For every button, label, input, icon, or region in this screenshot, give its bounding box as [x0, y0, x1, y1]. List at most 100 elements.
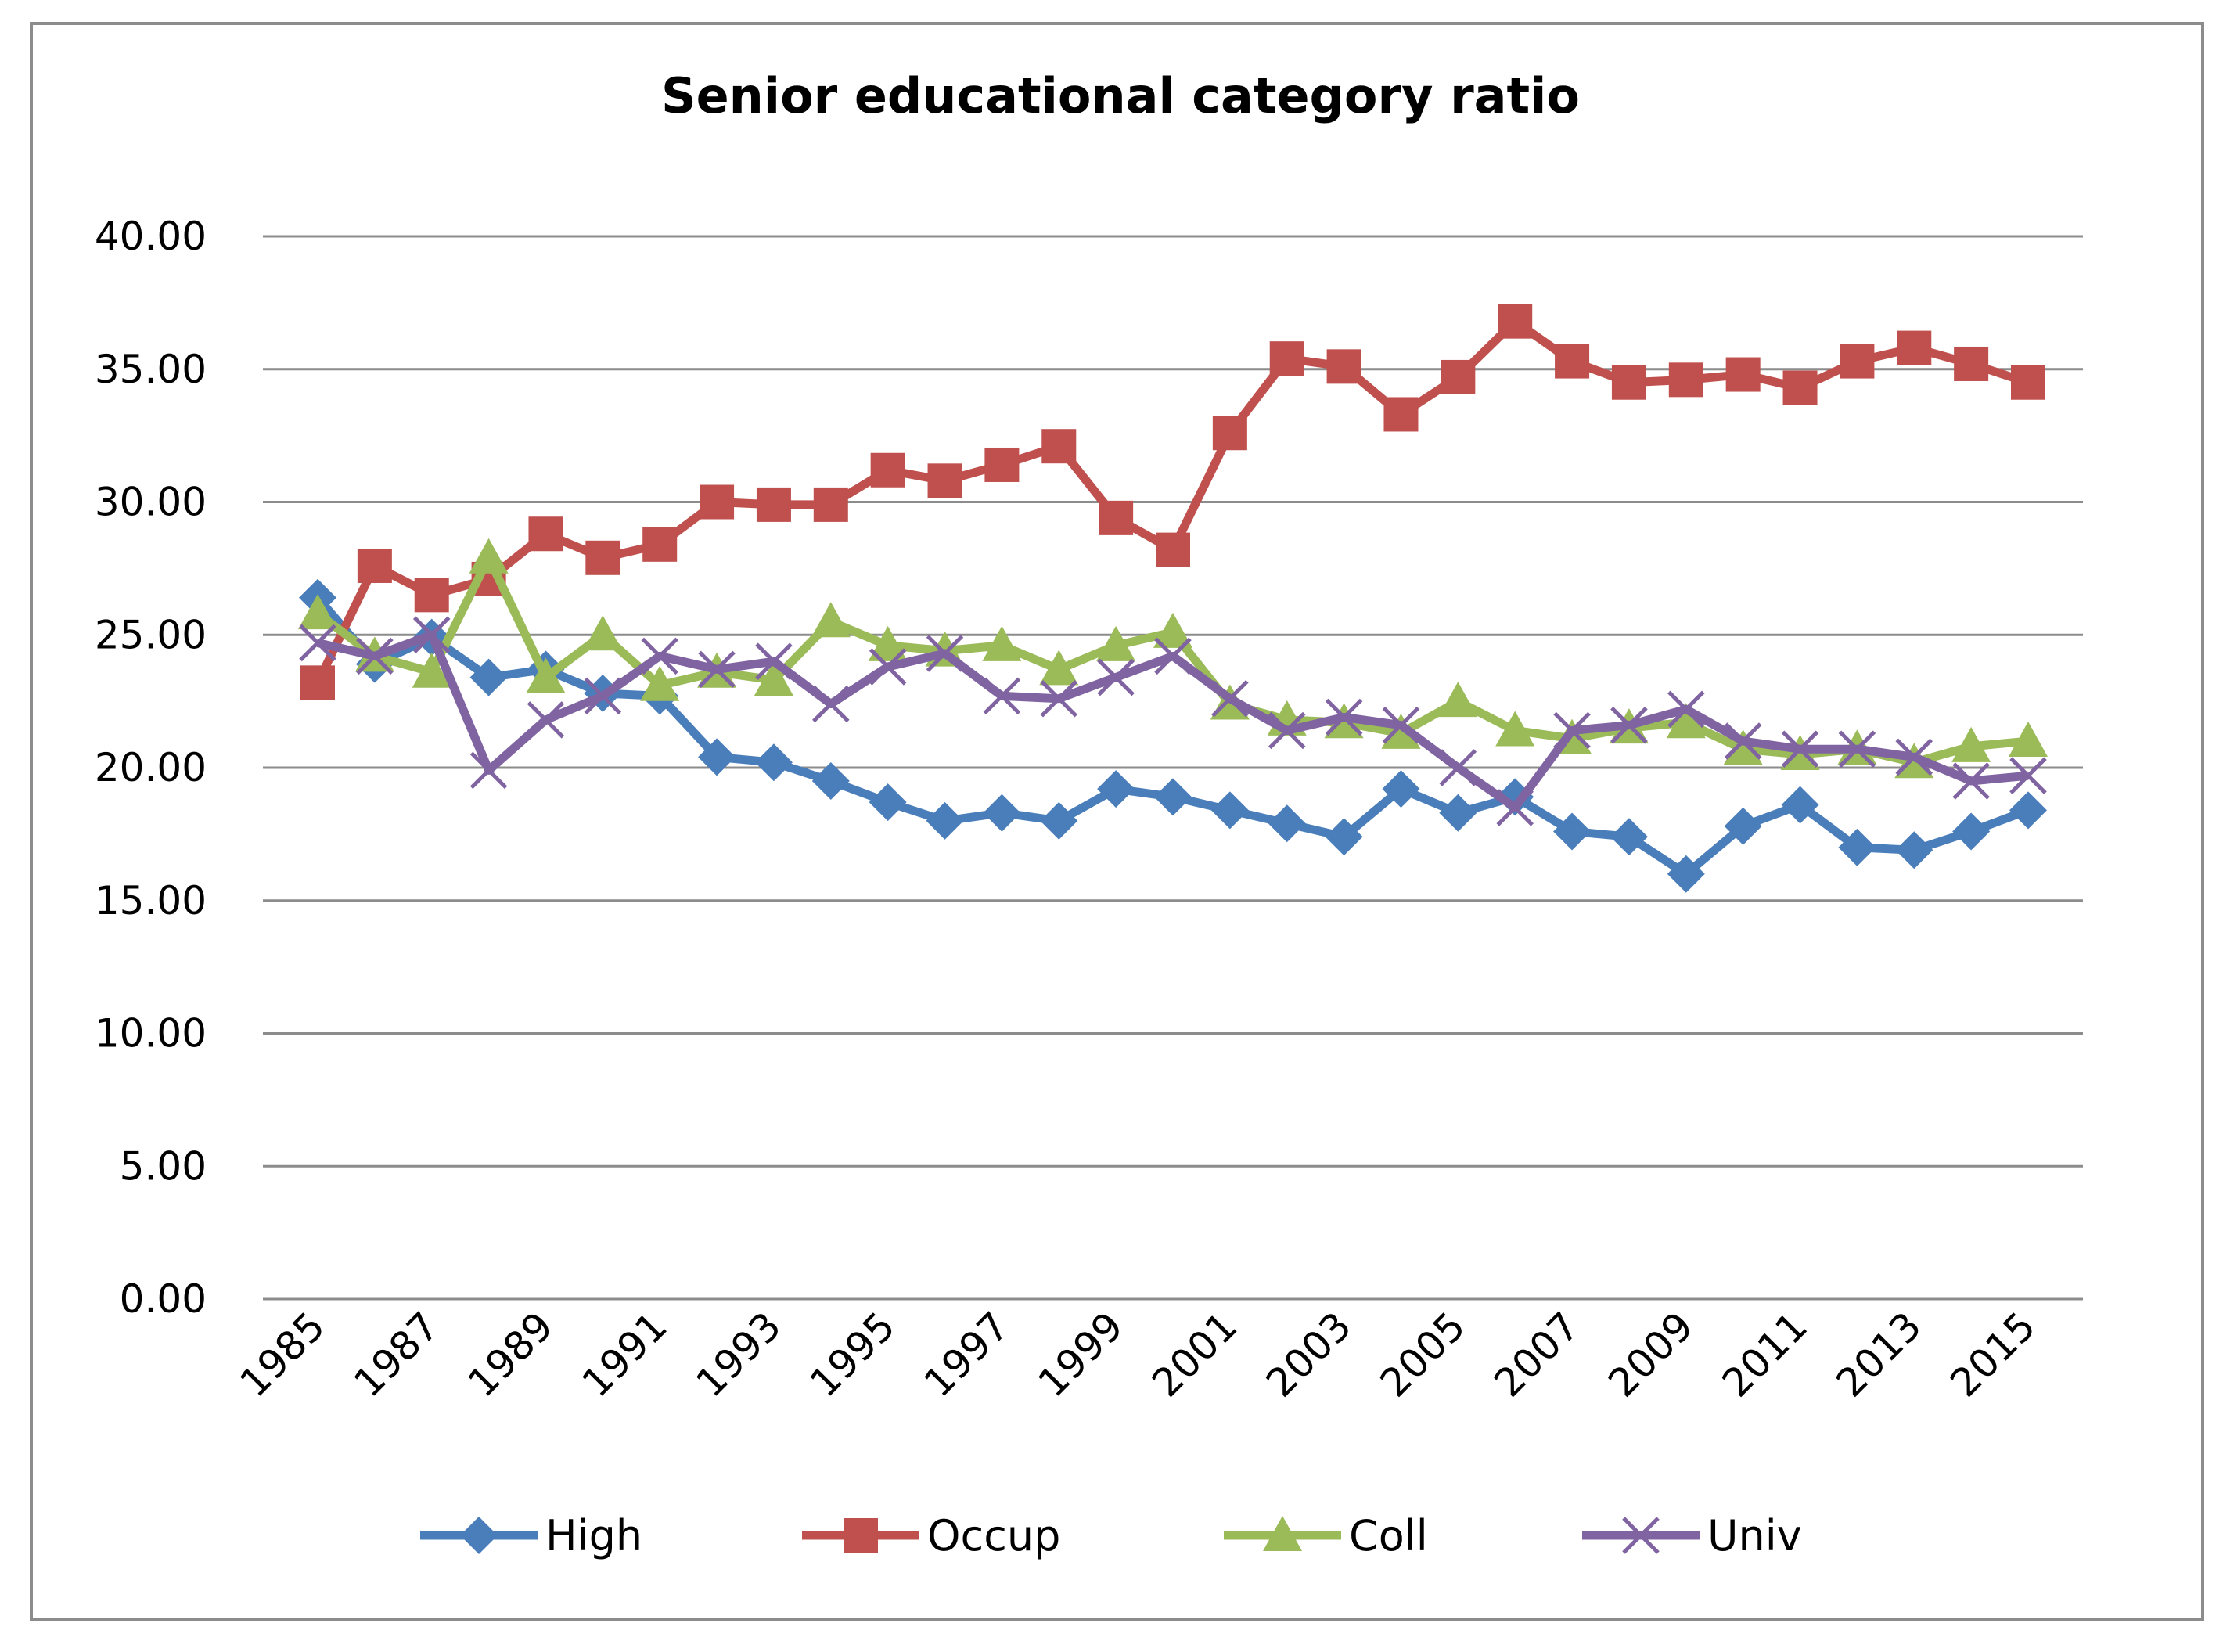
legend-item-univ: Univ	[1582, 1511, 1802, 1560]
y-tick-label: 25.00	[95, 612, 207, 657]
data-point-high	[1325, 818, 1363, 856]
legend-marker	[1263, 1516, 1302, 1551]
x-tick-label: 2005	[1372, 1303, 1474, 1405]
data-point-coll	[1381, 713, 1421, 749]
data-point-coll	[640, 665, 680, 701]
data-point-univ	[1439, 749, 1477, 786]
data-point-occup	[642, 527, 678, 562]
x-tick-label: 1985	[231, 1303, 333, 1405]
legend-item-high: High	[420, 1511, 642, 1560]
x-tick-label: 1999	[1030, 1303, 1132, 1405]
data-point-coll	[1438, 682, 1478, 718]
data-point-univ	[983, 677, 1021, 715]
data-point-coll	[469, 538, 509, 574]
data-point-coll	[1666, 703, 1706, 739]
data-point-coll	[1723, 729, 1763, 765]
data-point-high	[1382, 770, 1420, 808]
data-point-univ	[869, 648, 907, 686]
data-point-occup	[528, 516, 563, 552]
y-tick-label: 30.00	[95, 480, 207, 525]
data-point-occup	[1156, 532, 1190, 567]
data-point-occup	[1611, 365, 1646, 400]
data-point-occup	[870, 452, 905, 488]
data-point-occup	[813, 487, 848, 522]
y-tick-label: 35.00	[95, 347, 207, 392]
data-point-occup	[1840, 344, 1875, 379]
data-point-univ	[299, 624, 336, 662]
data-point-coll	[1039, 650, 1079, 686]
chart-title: Senior educational category ratio	[661, 67, 1580, 124]
data-point-occup	[2011, 365, 2045, 400]
legend: High Occup Coll Univ	[420, 1511, 1802, 1560]
series-group	[298, 304, 2048, 893]
data-point-high	[1838, 828, 1876, 866]
data-point-occup	[1498, 304, 1533, 339]
data-point-high	[983, 794, 1021, 832]
data-point-occup	[1041, 429, 1077, 464]
data-point-high	[698, 738, 736, 776]
data-point-univ	[2009, 757, 2047, 794]
data-point-univ	[1040, 679, 1078, 718]
data-point-high	[1610, 818, 1648, 856]
x-tick-label: 2007	[1486, 1303, 1588, 1405]
data-point-occup	[300, 665, 335, 700]
x-tick-label: 1997	[915, 1303, 1018, 1405]
data-point-univ	[412, 616, 451, 654]
data-point-univ	[356, 637, 394, 675]
data-point-high	[1895, 831, 1933, 869]
data-point-univ	[1325, 698, 1363, 736]
data-point-occup	[1441, 359, 1476, 394]
x-tick-label: 1991	[574, 1303, 676, 1405]
data-point-occup	[1725, 357, 1761, 392]
data-point-univ	[1496, 789, 1534, 826]
data-point-univ	[812, 685, 850, 723]
data-point-univ	[1097, 658, 1135, 696]
x-tick-label: 2003	[1257, 1303, 1360, 1405]
line-chart: Senior educational category ratio 0.00 5.…	[95, 67, 2083, 1560]
data-point-high	[1781, 786, 1819, 824]
x-tick-label: 2015	[1941, 1303, 2044, 1405]
x-tick-label: 1987	[345, 1303, 448, 1405]
data-point-univ	[641, 637, 678, 675]
data-point-high	[1724, 807, 1762, 845]
data-point-occup	[1383, 397, 1419, 432]
data-point-univ	[1211, 679, 1249, 718]
data-point-univ	[584, 677, 622, 715]
legend-label: Coll	[1349, 1511, 1428, 1560]
legend-item-coll: Coll	[1224, 1511, 1428, 1560]
data-point-univ	[926, 635, 964, 672]
data-point-coll	[1153, 612, 1192, 648]
data-point-high	[469, 658, 508, 696]
data-point-occup	[585, 540, 620, 575]
data-point-coll	[583, 615, 623, 651]
y-axis-ticks: 0.00 5.00 10.00 15.00 20.00 25.00 30.00 35.00 40…	[95, 214, 207, 1322]
data-point-univ	[527, 701, 565, 739]
data-point-occup	[756, 487, 791, 522]
data-point-high	[754, 743, 793, 782]
data-point-coll	[2009, 722, 2048, 758]
data-point-coll	[868, 625, 908, 661]
data-point-occup	[700, 484, 735, 520]
x-tick-label: 2013	[1828, 1303, 1930, 1405]
y-tick-label: 20.00	[95, 745, 207, 790]
data-point-high	[2009, 791, 2047, 830]
data-point-occup	[1212, 416, 1247, 451]
legend-marker	[844, 1518, 878, 1553]
x-tick-label: 2009	[1599, 1303, 1702, 1405]
data-point-occup	[1555, 344, 1590, 379]
legend-item-occup: Occup	[802, 1511, 1060, 1560]
y-tick-label: 15.00	[95, 878, 207, 923]
data-point-univ	[1382, 706, 1420, 744]
data-point-univ	[1667, 690, 1705, 729]
data-point-high	[811, 761, 850, 800]
data-point-coll	[982, 625, 1022, 661]
legend-marker	[1622, 1517, 1660, 1554]
data-point-coll	[1096, 625, 1136, 661]
data-point-high	[1097, 770, 1135, 808]
data-point-occup	[414, 578, 449, 613]
data-point-univ	[698, 650, 736, 689]
data-point-occup	[1782, 370, 1818, 405]
data-point-univ	[755, 642, 793, 680]
data-point-high	[1210, 791, 1249, 830]
data-point-high	[1154, 778, 1192, 816]
